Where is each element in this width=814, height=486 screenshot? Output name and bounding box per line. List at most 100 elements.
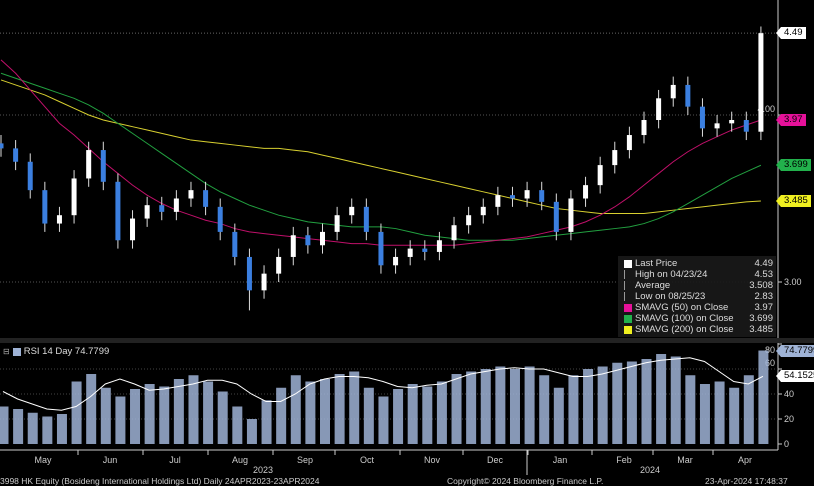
rsi-bar xyxy=(100,387,111,444)
rsi-bar xyxy=(641,359,652,444)
rsi-bar xyxy=(670,356,681,444)
legend-item: SMAVG (50) on Close 3.97 xyxy=(621,302,773,313)
candle xyxy=(393,256,399,266)
legend-swatch xyxy=(624,259,632,268)
candle xyxy=(670,84,676,99)
month-label: Jan xyxy=(553,455,568,465)
security-description: 3998 HK Equity (Bosideng International H… xyxy=(0,476,320,486)
price-tag: 4.49 xyxy=(776,27,806,40)
candle xyxy=(480,206,486,216)
candle xyxy=(203,190,209,207)
month-label: Mar xyxy=(677,455,693,465)
candle xyxy=(173,198,179,212)
candle xyxy=(86,150,92,179)
candle xyxy=(363,206,369,232)
price-tick-label: 4.00 xyxy=(757,104,775,114)
rsi-tick-label: 40 xyxy=(784,389,794,399)
candle xyxy=(217,206,223,232)
rsi-bar xyxy=(144,384,155,444)
rsi-bar xyxy=(115,396,126,444)
candle xyxy=(539,190,545,202)
candle xyxy=(509,195,515,199)
candle xyxy=(422,248,428,252)
legend-label: Low on 08/25/23 xyxy=(635,291,706,302)
legend-item: Low on 08/25/23 2.83 xyxy=(621,291,773,302)
month-label: Oct xyxy=(360,455,375,465)
rsi-bar xyxy=(13,409,24,444)
candle xyxy=(729,120,735,124)
legend-label: SMAVG (200) on Close xyxy=(635,324,734,335)
legend-value: 4.49 xyxy=(754,258,774,269)
rsi-bar xyxy=(568,375,579,444)
candle xyxy=(656,98,662,121)
rsi-tick-label: 60 xyxy=(765,358,775,368)
legend-value: 3.97 xyxy=(754,302,774,313)
candle xyxy=(13,148,19,162)
candle xyxy=(466,215,472,226)
rsi-bar xyxy=(597,366,608,444)
candle xyxy=(188,190,194,199)
rsi-bar xyxy=(334,374,345,444)
candle xyxy=(612,150,618,166)
candle xyxy=(451,225,457,241)
tag-value: 3.485 xyxy=(784,195,808,206)
collapse-icon[interactable]: ⊟ xyxy=(3,347,10,356)
rsi-bar xyxy=(349,371,360,444)
rsi-bar xyxy=(130,389,141,444)
rsi-bar xyxy=(422,386,433,444)
rsi-bar xyxy=(246,419,257,444)
candle xyxy=(0,143,4,149)
rsi-bar xyxy=(42,416,53,444)
rsi-bar xyxy=(729,387,740,444)
legend-item: SMAVG (200) on Close 3.485 xyxy=(621,324,773,335)
month-label: Jul xyxy=(169,455,181,465)
rsi-bar xyxy=(290,375,301,444)
rsi-bar xyxy=(553,387,564,444)
rsi-tag: 54.1525 xyxy=(775,370,814,383)
candle xyxy=(436,240,442,252)
legend-label: High on 04/23/24 xyxy=(635,269,708,280)
legend-label: Average xyxy=(635,280,671,291)
candle xyxy=(159,205,165,212)
copyright: Copyright© 2024 Bloomberg Finance L.P. xyxy=(447,476,604,486)
rsi-tick-label: 20 xyxy=(784,414,794,424)
candle xyxy=(685,84,691,107)
legend: Last Price 4.49 High on 04/23/24 4.53 Averag… xyxy=(618,256,776,337)
candle xyxy=(583,185,589,199)
legend-label: Last Price xyxy=(635,258,678,269)
candle xyxy=(758,33,764,132)
tag-value: 74.7799 xyxy=(784,344,814,356)
candle xyxy=(320,231,326,246)
rsi-bar xyxy=(363,387,374,444)
rsi-bar xyxy=(466,371,477,444)
candle xyxy=(699,106,705,129)
rsi-bar xyxy=(480,369,491,444)
tag-value: 54.1525 xyxy=(784,370,814,382)
sma50-line xyxy=(0,59,762,246)
candle xyxy=(334,215,340,232)
legend-value: 3.699 xyxy=(749,313,773,324)
rsi-bar xyxy=(524,366,535,444)
candle xyxy=(743,120,749,132)
candle xyxy=(553,201,559,232)
rsi-bar xyxy=(714,381,725,444)
month-label: May xyxy=(34,455,52,465)
month-label: Feb xyxy=(616,455,632,465)
rsi-bar xyxy=(378,396,389,444)
tag-value: 3.97 xyxy=(784,114,803,125)
candle xyxy=(42,190,48,224)
rsi-bar xyxy=(612,362,623,444)
legend-item: Average 3.508 xyxy=(621,280,773,291)
rsi-bar xyxy=(276,387,287,444)
legend-item: Last Price 4.49 xyxy=(621,258,773,269)
price-tag: 3.97 xyxy=(776,114,806,126)
candle xyxy=(524,190,530,199)
rsi-bar xyxy=(217,391,228,444)
month-label: Sep xyxy=(297,455,313,465)
rsi-swatch xyxy=(12,347,21,356)
rsi-bar xyxy=(320,379,331,444)
rsi-bar xyxy=(743,375,754,444)
rsi-bar xyxy=(656,354,667,444)
candle xyxy=(144,205,150,219)
